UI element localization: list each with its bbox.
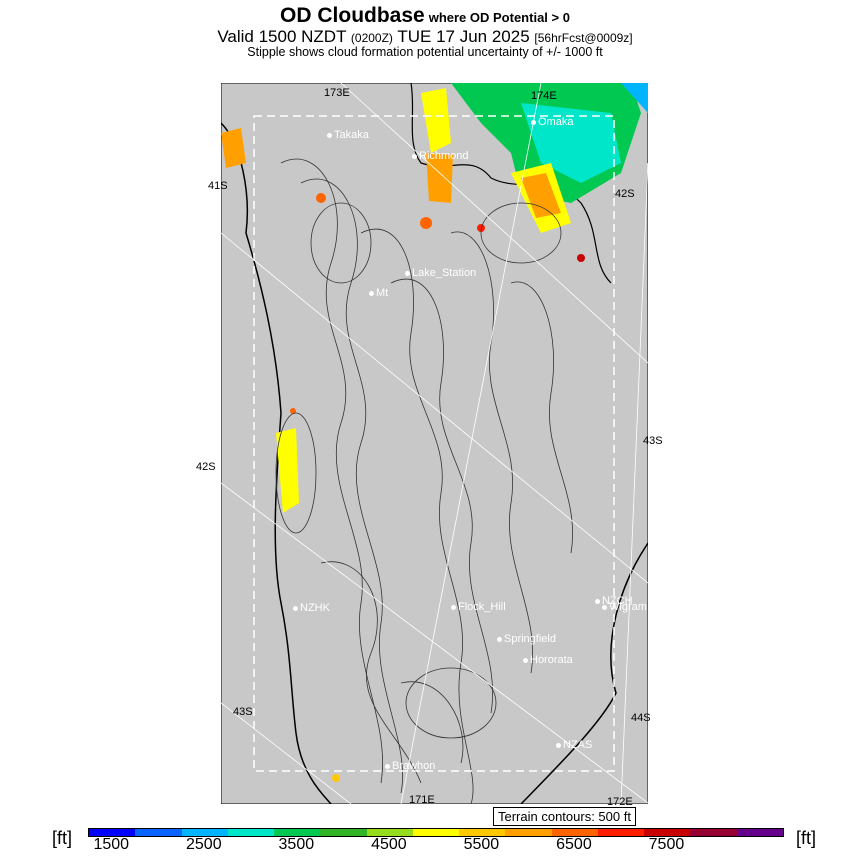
colorbar-swatch-1 bbox=[135, 829, 182, 836]
town-hororata: Hororata bbox=[523, 654, 573, 666]
town-takaka: Takaka bbox=[327, 129, 369, 141]
axis-label-top-right: 174E bbox=[531, 90, 557, 102]
terrain-note: Terrain contours: 500 ft bbox=[493, 807, 636, 826]
od-spot-orange-4 bbox=[332, 774, 340, 782]
forecast-info: [56hrFcst@0009z] bbox=[534, 31, 633, 45]
colorbar-tick-label: 5500 bbox=[463, 836, 500, 853]
colorbar-tick-label: 7500 bbox=[648, 836, 685, 853]
colorbar-unit-right: [ft] bbox=[796, 828, 817, 848]
town-springfield: Springfield bbox=[497, 633, 556, 645]
colorbar-swatch-0 bbox=[89, 829, 136, 836]
colorbar-swatch-6 bbox=[366, 829, 413, 836]
colorbar-tick-label: 4500 bbox=[371, 836, 407, 853]
axis-label-bottom-right: 172E bbox=[607, 796, 633, 808]
colorbar-swatch-10 bbox=[551, 829, 598, 836]
colorbar-swatch-7 bbox=[412, 829, 460, 836]
town-nzas: NZAS bbox=[556, 739, 592, 751]
colorbar-unit-left: [ft] bbox=[52, 828, 73, 848]
colorbar-tick-label: 1500 bbox=[93, 836, 130, 853]
valid-time: Valid 1500 NZDT (0200Z) TUE 17 Jun 2025 … bbox=[0, 27, 850, 47]
graticule bbox=[220, 82, 649, 805]
colorbar-swatch-9 bbox=[505, 829, 552, 836]
colorbar-swatch-5 bbox=[320, 829, 367, 836]
map-canvas bbox=[220, 82, 649, 805]
colorbar-tick-label: 3500 bbox=[278, 836, 315, 853]
colorbar-tick-label: 2500 bbox=[186, 836, 222, 853]
coastline-north bbox=[410, 82, 612, 284]
title-main: OD Cloudbase bbox=[280, 4, 425, 27]
axis-label-bottom-mid: 171E bbox=[409, 794, 435, 806]
od-patch-yellow-w bbox=[276, 428, 299, 513]
town-flock-hill: Flock_Hill bbox=[451, 601, 506, 613]
od-patch-yellow-n bbox=[421, 88, 451, 153]
axis-label-left-mid: 42S bbox=[196, 461, 216, 473]
od-patch-orange-n bbox=[426, 153, 453, 203]
coastline bbox=[220, 122, 332, 805]
terrain-contours bbox=[275, 158, 573, 805]
town-mt: Mt bbox=[369, 287, 388, 299]
town-omaka: Omaka bbox=[531, 116, 573, 128]
title: OD Cloudbase where OD Potential > 0 bbox=[0, 4, 850, 28]
od-patch-blue-corner bbox=[621, 83, 648, 113]
subtitle: Stipple shows cloud formation potential … bbox=[247, 45, 603, 59]
axis-label-top-left: 173E bbox=[324, 87, 350, 99]
axis-label-right-upper: 42S bbox=[615, 188, 635, 200]
colorbar-swatch-14 bbox=[736, 829, 783, 836]
valid-date: TUE 17 Jun 2025 bbox=[397, 27, 530, 46]
colorbar-swatch-2 bbox=[181, 829, 228, 836]
colorbar-swatch-3 bbox=[227, 829, 275, 836]
od-patch-teal bbox=[521, 103, 621, 183]
colorbar-swatch-13 bbox=[690, 829, 737, 836]
od-spot-orange-2 bbox=[420, 217, 432, 229]
od-spot-orange-1 bbox=[316, 193, 326, 203]
town-brawhon: Brawhon bbox=[385, 760, 435, 772]
colorbar-tick-label: 6500 bbox=[556, 836, 592, 853]
town-wigram: Wigram bbox=[602, 601, 647, 613]
axis-label-right-mid: 43S bbox=[643, 435, 663, 447]
town-lake-station: Lake_Station bbox=[405, 267, 476, 279]
town-nzhk: NZHK bbox=[293, 602, 330, 614]
valid-utc: (0200Z) bbox=[350, 31, 393, 45]
od-spot-orange-3 bbox=[290, 408, 296, 414]
town-richmond: Richmond bbox=[412, 150, 469, 162]
colorbar-swatch-4 bbox=[274, 829, 321, 836]
map-panel[interactable]: 173E 174E 171E Omaka Takaka Richmond Lak… bbox=[220, 82, 649, 806]
colorbar-swatch-12 bbox=[644, 829, 691, 836]
axis-label-left-upper: 41S bbox=[208, 180, 228, 192]
od-spot-red-1 bbox=[477, 224, 485, 232]
coastline-east bbox=[520, 542, 649, 805]
valid-local: Valid 1500 NZDT bbox=[217, 27, 347, 46]
od-patch-orange-nw bbox=[221, 128, 246, 168]
od-spot-red-2 bbox=[577, 254, 585, 262]
colorbar bbox=[88, 828, 784, 837]
colorbar-swatch-11 bbox=[597, 829, 645, 836]
axis-label-left-lower: 43S bbox=[233, 706, 253, 718]
town-nzch: NZCH bbox=[595, 595, 633, 607]
title-suffix: where OD Potential > 0 bbox=[428, 10, 570, 25]
od-patch-orange-ne bbox=[521, 173, 561, 218]
colorbar-swatch-8 bbox=[459, 829, 506, 836]
axis-label-right-lower: 44S bbox=[631, 712, 651, 724]
